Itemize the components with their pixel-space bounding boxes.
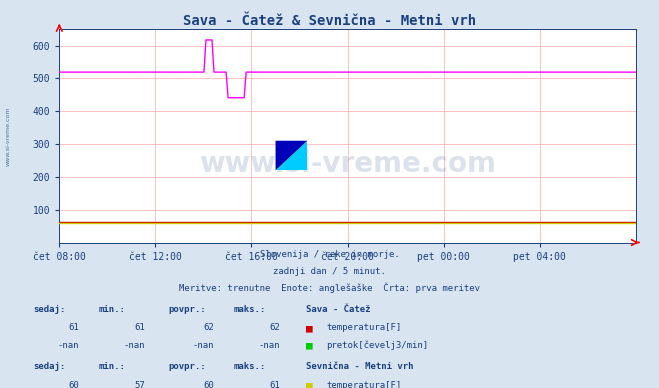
Text: www.si-vreme.com: www.si-vreme.com <box>6 106 11 166</box>
Text: ■: ■ <box>306 323 313 333</box>
Text: -nan: -nan <box>123 341 145 350</box>
Text: 60: 60 <box>69 381 79 388</box>
Text: maks.:: maks.: <box>234 305 266 314</box>
Text: 61: 61 <box>134 323 145 332</box>
Text: sedaj:: sedaj: <box>33 362 65 371</box>
Text: temperatura[F]: temperatura[F] <box>326 323 401 332</box>
Text: zadnji dan / 5 minut.: zadnji dan / 5 minut. <box>273 267 386 275</box>
Text: ■: ■ <box>306 381 313 388</box>
Text: -nan: -nan <box>258 341 280 350</box>
Text: 62: 62 <box>204 323 214 332</box>
Polygon shape <box>275 141 307 170</box>
Text: -nan: -nan <box>57 341 79 350</box>
Text: 61: 61 <box>270 381 280 388</box>
Text: 61: 61 <box>69 323 79 332</box>
Text: -nan: -nan <box>192 341 214 350</box>
Text: Sevnična - Metni vrh: Sevnična - Metni vrh <box>306 362 414 371</box>
Text: Slovenija / reke in morje.: Slovenija / reke in morje. <box>260 250 399 259</box>
Text: sedaj:: sedaj: <box>33 305 65 314</box>
FancyBboxPatch shape <box>275 141 307 170</box>
Text: min.:: min.: <box>99 305 126 314</box>
Text: Sava - Čatež & Sevnična - Metni vrh: Sava - Čatež & Sevnična - Metni vrh <box>183 14 476 28</box>
Polygon shape <box>275 141 307 170</box>
Text: 62: 62 <box>270 323 280 332</box>
Text: povpr.:: povpr.: <box>168 305 206 314</box>
Text: Meritve: trenutne  Enote: anglešaške  Črta: prva meritev: Meritve: trenutne Enote: anglešaške Črta… <box>179 283 480 293</box>
Text: maks.:: maks.: <box>234 362 266 371</box>
Text: povpr.:: povpr.: <box>168 362 206 371</box>
Text: 60: 60 <box>204 381 214 388</box>
Text: temperatura[F]: temperatura[F] <box>326 381 401 388</box>
Text: Sava - Čatež: Sava - Čatež <box>306 305 371 314</box>
Text: ■: ■ <box>306 341 313 351</box>
Text: 57: 57 <box>134 381 145 388</box>
Text: min.:: min.: <box>99 362 126 371</box>
Text: www.si-vreme.com: www.si-vreme.com <box>199 149 496 178</box>
Text: pretok[čevelj3/min]: pretok[čevelj3/min] <box>326 341 428 350</box>
